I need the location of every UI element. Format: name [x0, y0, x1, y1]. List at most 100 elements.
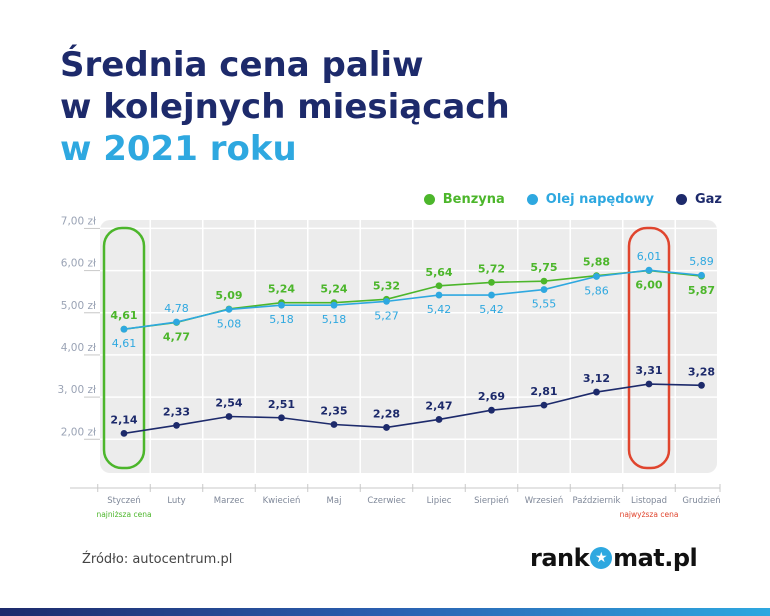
title-line-1: Średnia cena paliw [60, 45, 424, 85]
data-label-benzyna: 4,77 [163, 330, 190, 343]
data-label-olej: 6,01 [637, 250, 662, 263]
min-price-note: najniższa cena [96, 510, 151, 519]
x-tick-label: Marzec [214, 496, 245, 506]
data-point-gaz [593, 388, 600, 396]
max-price-note: najwyższa cena [620, 510, 679, 519]
data-label-gaz: 3,28 [688, 365, 715, 378]
data-label-benzyna: 4,61 [110, 309, 137, 322]
legend-marker-benzyna [423, 194, 435, 205]
x-tick-label: Wrzesień [525, 496, 564, 506]
data-label-gaz: 2,14 [110, 413, 137, 426]
data-point-benzyna [540, 277, 548, 285]
legend-marker-gaz [675, 194, 687, 205]
x-tick-label: Lipiec [427, 496, 452, 506]
data-label-olej: 5,89 [689, 255, 714, 268]
x-tick-label: Sierpień [474, 496, 509, 506]
title-line-2: w kolejnych miesiącach [60, 87, 510, 127]
logo-text-end: mat.pl [613, 544, 698, 572]
legend-label-olej: Olej napędowy [545, 192, 654, 207]
data-point-gaz [330, 421, 338, 428]
data-label-benzyna: 5,32 [373, 279, 400, 292]
data-label-olej: 5,08 [217, 317, 242, 330]
data-label-benzyna: 5,24 [268, 283, 295, 296]
data-label-gaz: 2,81 [530, 385, 557, 398]
data-point-gaz [540, 401, 548, 409]
max-price-highlight [627, 226, 671, 470]
legend-item-benzyna: Benzyna [423, 192, 505, 207]
data-point-gaz [645, 380, 653, 388]
data-label-gaz: 2,54 [215, 396, 242, 409]
data-label-benzyna: 6,00 [635, 279, 662, 292]
y-tick-label: 4,00 zł [61, 342, 96, 354]
data-label-olej: 5,86 [584, 285, 609, 298]
data-label-gaz: 3,31 [635, 364, 662, 377]
data-point-benzyna [435, 282, 443, 290]
data-point-olej [645, 266, 653, 274]
data-label-olej: 5,18 [322, 313, 347, 326]
y-tick-label: 2,00 zł [61, 426, 96, 438]
data-point-gaz [173, 421, 180, 429]
data-label-olej: 5,42 [479, 303, 504, 316]
legend-item-olej: Olej napędowy [526, 192, 654, 207]
y-tick-label: 6,00 zł [61, 258, 96, 270]
x-tick-label: Styczeń [107, 496, 141, 506]
x-tick-label: Grudzień [682, 496, 720, 506]
data-label-benzyna: 5,64 [425, 266, 452, 279]
data-point-olej [540, 286, 548, 293]
data-point-olej [488, 291, 495, 299]
y-tick-label: 7,00 zł [61, 215, 96, 227]
data-point-olej [120, 325, 128, 333]
star-icon: ★ [590, 547, 613, 569]
legend-marker-olej [526, 194, 538, 205]
source-note: Źródło: autocentrum.pl [82, 552, 233, 567]
y-tick-label: 5,00 zł [61, 300, 96, 312]
data-point-gaz [120, 429, 128, 437]
data-label-gaz: 2,35 [320, 405, 347, 418]
data-point-olej [698, 271, 705, 279]
x-tick-label: Kwiecień [263, 496, 301, 506]
data-label-benzyna: 5,09 [215, 289, 242, 302]
min-price-highlight [102, 226, 146, 470]
data-label-olej: 4,78 [164, 302, 189, 315]
data-point-gaz [225, 413, 233, 420]
data-point-olej [435, 291, 443, 299]
data-label-gaz: 2,33 [163, 405, 190, 418]
x-tick-label: Październik [573, 496, 621, 506]
legend-label-gaz: Gaz [694, 192, 722, 207]
data-point-gaz [435, 416, 443, 423]
bottom-gradient-bar [0, 608, 770, 616]
series-line-gaz [123, 383, 702, 435]
chart-legend: Benzyna Olej napędowy Gaz [423, 192, 722, 207]
data-label-benzyna: 5,24 [320, 283, 347, 296]
data-point-olej [278, 301, 285, 309]
data-label-olej: 5,55 [532, 298, 557, 311]
data-label-gaz: 2,47 [425, 399, 452, 412]
series-line-olej [123, 269, 702, 331]
data-label-olej: 5,42 [427, 303, 452, 316]
chart-title: Średnia cena paliw w kolejnych miesiącac… [60, 44, 510, 170]
x-tick-label: Listopad [631, 496, 667, 506]
data-point-gaz [698, 381, 705, 389]
data-label-benzyna: 5,72 [478, 262, 505, 275]
data-point-olej [383, 297, 390, 305]
title-line-3: w 2021 roku [60, 129, 297, 169]
data-label-olej: 4,61 [112, 337, 137, 350]
data-label-olej: 5,27 [374, 309, 399, 322]
data-label-benzyna: 5,75 [530, 261, 557, 274]
data-point-gaz [383, 424, 390, 431]
data-label-benzyna: 5,88 [583, 256, 610, 269]
data-label-gaz: 2,51 [268, 398, 295, 411]
y-tick-label: 3, 00 zł [57, 384, 96, 396]
data-label-gaz: 3,12 [583, 372, 610, 385]
data-point-olej [330, 301, 338, 309]
data-label-olej: 5,18 [269, 313, 294, 326]
data-point-olej [225, 305, 233, 313]
x-tick-label: Maj [327, 496, 342, 506]
data-label-benzyna: 5,87 [688, 284, 715, 297]
data-label-gaz: 2,28 [373, 407, 400, 420]
rankomat-logo: rank ★ mat.pl [530, 544, 698, 572]
data-label-gaz: 2,69 [478, 390, 505, 403]
logo-text-start: rank [530, 544, 590, 572]
legend-label-benzyna: Benzyna [442, 192, 505, 207]
